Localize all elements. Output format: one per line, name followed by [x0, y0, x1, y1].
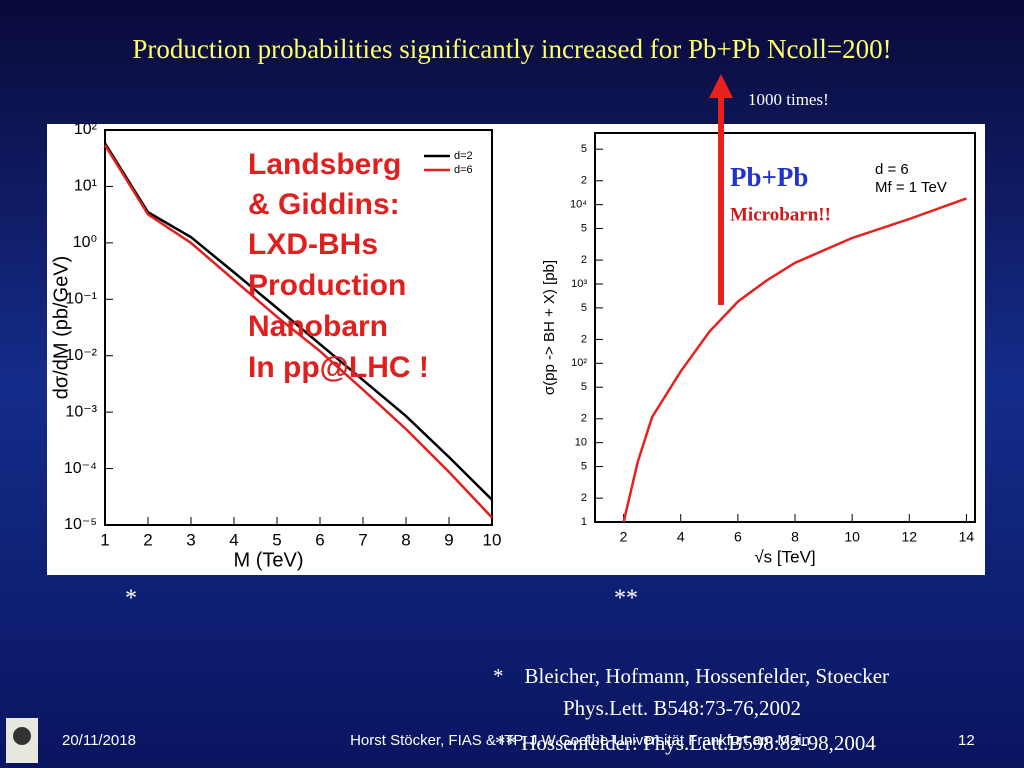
x-tick-label: 5: [272, 530, 281, 549]
note-line: & Giddins:: [248, 188, 400, 221]
y-tick-label: 10⁻⁴: [64, 460, 97, 477]
x-tick-label: 3: [186, 530, 195, 549]
x-tick-label: 7: [358, 530, 367, 549]
x-tick-label: 1: [100, 530, 109, 549]
left-note: Landsberg & Giddins: LXD-BHs Production …: [248, 148, 429, 384]
y-tick-label: 10²: [571, 357, 587, 369]
y-tick-label: 5: [581, 381, 587, 393]
note-line: Nanobarn: [248, 310, 388, 343]
reference: ** Hossenfelder: Phys.Lett.B598:82-98,20…: [495, 731, 876, 755]
reference: * Bleicher, Hofmann, Hossenfelder, Stoec…: [493, 664, 889, 688]
logo-face: [13, 727, 31, 745]
x-tick-label: 4: [229, 530, 238, 549]
y-axis-label: σ(pp -> BH + X) [pb]: [541, 260, 558, 395]
note-line: Production: [248, 269, 406, 302]
chart: 1 2 3 4 5 6 7 8 9 10 10⁻⁵ 10⁻⁴ 10⁻³ 10⁻² 10⁻¹ 10⁰ 10¹ 10²…: [50, 121, 501, 571]
annotation: d = 6: [875, 161, 909, 178]
y-tick-label: 5: [581, 222, 587, 234]
arrow-head: [709, 74, 733, 98]
x-tick-label: 12: [901, 529, 917, 545]
y-tick-label: 10¹: [74, 178, 97, 195]
x-tick-label: 8: [791, 529, 799, 545]
charts: 1 2 3 4 5 6 7 8 9 1010⁻⁵10⁻⁴10⁻³10⁻²10⁻¹10⁰10¹10²…: [50, 121, 976, 571]
x-tick-label: 6: [734, 529, 742, 545]
y-tick-label: 10⁰: [73, 234, 97, 251]
y-tick-label: 2: [581, 492, 587, 504]
y-tick-label: 2: [581, 254, 587, 266]
annotation: Mf = 1 TeV: [875, 179, 947, 196]
plot-frame: [104, 129, 493, 526]
slide-title: Production probabilities significantly i…: [132, 34, 891, 64]
x-tick-label: 10: [844, 529, 860, 545]
y-tick-label: 10²: [74, 121, 98, 138]
y-tick-label: 5: [581, 143, 587, 155]
y-tick-label: 2: [581, 175, 587, 187]
marker: **: [614, 586, 638, 612]
y-axis-label: dσ/dM (pb/GeV): [50, 256, 72, 400]
x-tick-label: 4: [677, 529, 685, 545]
x-tick-label: 2: [143, 530, 152, 549]
note-line: LXD-BHs: [248, 228, 378, 261]
x-tick-label: 8: [401, 530, 410, 549]
footer-author: Horst Stöcker, FIAS & ITP, J.W.Goethe-Un…: [350, 732, 810, 749]
y-tick-label: 10⁴: [570, 199, 587, 211]
footer-page: 12: [958, 732, 975, 749]
y-tick-label: 1: [581, 516, 587, 528]
pbpb-unit: Microbarn!!: [730, 204, 831, 225]
pbpb-label: Pb+Pb: [730, 162, 808, 192]
plot-frame: [594, 132, 976, 523]
x-tick-label: 10: [483, 530, 502, 549]
x-tick-label: 2: [620, 529, 628, 545]
footer-date: 20/11/2018: [62, 732, 136, 749]
y-tick-label: 2: [581, 413, 587, 425]
legend-label: d=6: [454, 164, 473, 176]
x-tick-label: 14: [959, 529, 975, 545]
data-line: [103, 144, 493, 519]
marker: *: [125, 586, 137, 612]
y-tick-label: 5: [581, 302, 587, 314]
data-line: [103, 142, 493, 501]
y-tick-label: 10⁻²: [65, 347, 97, 364]
x-tick-label: 9: [444, 530, 453, 549]
reference: Phys.Lett. B548:73-76,2002: [563, 696, 801, 720]
note-line: In pp@LHC !: [248, 351, 429, 384]
left-panel: [47, 124, 518, 575]
y-tick-label: 2: [581, 333, 587, 345]
x-axis-label: √s [TeV]: [754, 547, 815, 566]
x-axis-label: M (TeV): [234, 549, 304, 571]
y-tick-label: 10⁻⁵: [64, 516, 97, 533]
y-tick-label: 5: [581, 460, 587, 472]
note-line: Landsberg: [248, 148, 401, 181]
x-tick-label: 6: [315, 530, 324, 549]
arrow-note: 1000 times!: [748, 90, 829, 109]
y-tick-label: 10³: [571, 278, 587, 290]
data-line: [622, 197, 967, 523]
y-tick-label: 10⁻¹: [65, 291, 97, 308]
legend-label: d=2: [454, 150, 473, 162]
y-tick-label: 10⁻³: [65, 403, 97, 420]
y-tick-label: 10: [575, 437, 587, 449]
